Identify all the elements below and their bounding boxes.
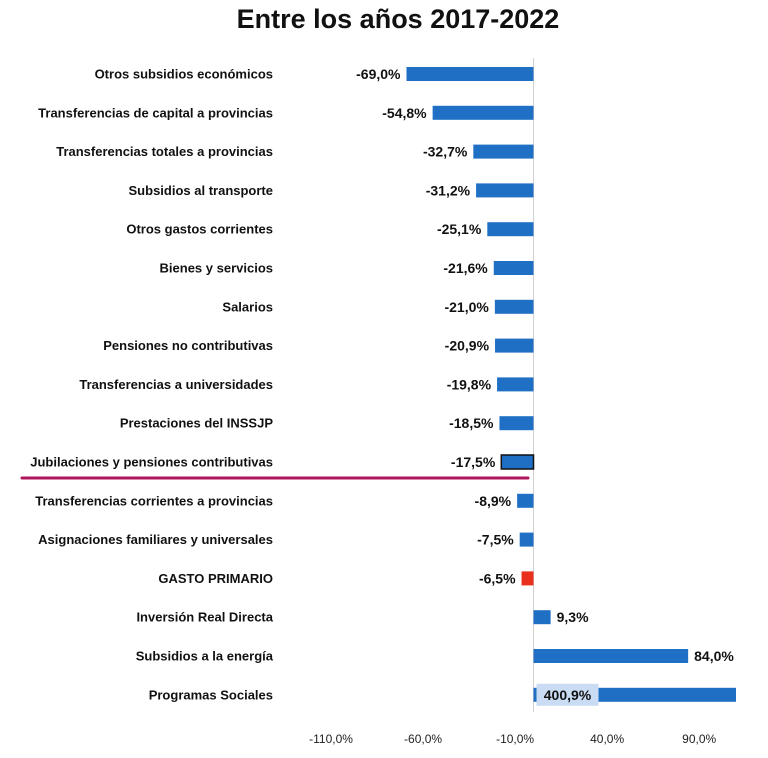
data-label: -69,0% xyxy=(356,66,401,82)
category-label: Transferencias de capital a provincias xyxy=(38,105,273,120)
category-label: Inversión Real Directa xyxy=(136,610,273,625)
data-label: -54,8% xyxy=(382,105,427,121)
category-label: Programas Sociales xyxy=(149,687,273,702)
category-label: Transferencias totales a provincias xyxy=(56,144,273,159)
category-label: Prestaciones del INSSJP xyxy=(120,416,274,431)
x-tick-label: -10,0% xyxy=(496,732,534,746)
data-label: -21,6% xyxy=(443,260,488,276)
bar xyxy=(406,67,534,81)
x-tick-label: 90,0% xyxy=(682,732,716,746)
x-tick-label: -60,0% xyxy=(404,732,442,746)
data-label: -20,9% xyxy=(445,338,490,354)
category-label: Bienes y servicios xyxy=(160,261,273,276)
data-label: -6,5% xyxy=(479,570,516,586)
data-label: 84,0% xyxy=(694,648,734,664)
category-label: Otros gastos corrientes xyxy=(126,222,273,237)
x-tick-label: 40,0% xyxy=(590,732,624,746)
data-label: -17,5% xyxy=(451,454,496,470)
category-label: Subsidios a la energía xyxy=(136,649,274,664)
data-label: -21,0% xyxy=(444,299,489,315)
bar xyxy=(519,532,534,547)
bar xyxy=(432,105,534,120)
data-label: -32,7% xyxy=(423,144,468,160)
data-label: -8,9% xyxy=(475,493,512,509)
category-label: Salarios xyxy=(222,299,273,314)
category-label: Otros subsidios económicos xyxy=(95,67,273,82)
bar xyxy=(533,610,551,625)
category-label: Transferencias corrientes a provincias xyxy=(35,493,273,508)
bars-layer xyxy=(406,67,736,702)
bar xyxy=(521,571,534,586)
bar xyxy=(493,261,534,275)
category-label: Asignaciones familiares y universales xyxy=(38,532,273,547)
data-label: -18,5% xyxy=(449,415,494,431)
category-label: Pensiones no contributivas xyxy=(103,338,273,353)
labels-layer: Otros subsidios económicos -69,0% Transfer… xyxy=(30,66,734,706)
data-label: 9,3% xyxy=(557,609,589,625)
data-label: -25,1% xyxy=(437,221,482,237)
bar xyxy=(476,183,534,198)
bar xyxy=(494,299,534,314)
bar xyxy=(499,416,534,431)
bar xyxy=(500,454,535,470)
data-label-background xyxy=(536,683,599,706)
bar xyxy=(473,144,534,159)
category-label: GASTO PRIMARIO xyxy=(158,571,273,586)
category-label: Jubilaciones y pensiones contributivas xyxy=(30,455,273,470)
bar xyxy=(517,493,534,508)
ticks-layer: -110,0% -60,0% -10,0% 40,0% 90,0% xyxy=(309,732,716,746)
chart-title: Entre los años 2017-2022 xyxy=(237,4,560,34)
bar xyxy=(495,338,534,353)
bar xyxy=(533,649,689,663)
bar xyxy=(497,377,534,392)
data-label: -7,5% xyxy=(477,532,514,548)
category-label: Subsidios al transporte xyxy=(129,183,273,198)
x-tick-label: -110,0% xyxy=(309,732,353,746)
bar xyxy=(487,222,534,237)
data-label: -31,2% xyxy=(426,182,471,198)
data-label: -19,8% xyxy=(447,376,492,392)
category-label: Transferencias a universidades xyxy=(79,377,273,392)
data-label: 400,9% xyxy=(544,687,592,703)
